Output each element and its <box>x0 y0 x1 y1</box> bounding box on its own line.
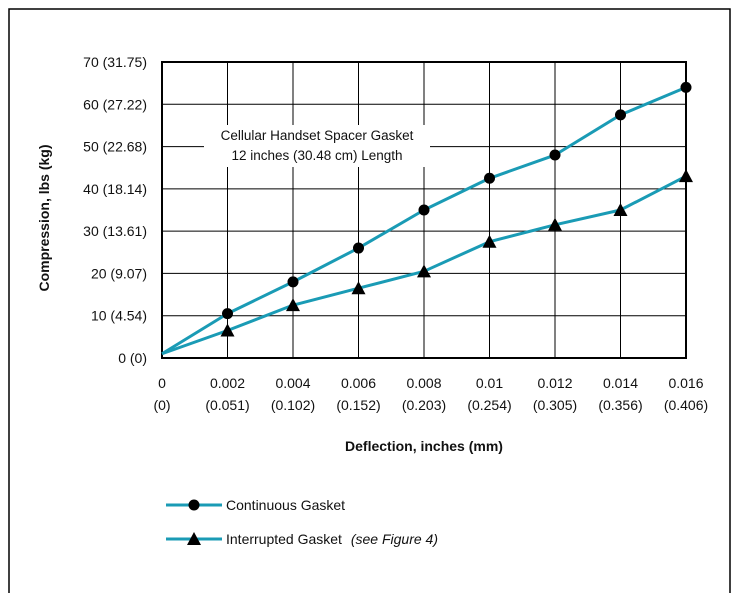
annotation-line-2: 12 inches (30.48 cm) Length <box>231 148 402 163</box>
legend: Continuous Gasket Interrupted Gasket (se… <box>166 497 438 547</box>
plot-area <box>161 61 687 359</box>
triangle-marker-icon <box>187 532 201 545</box>
x-tick-label: 0.002 <box>210 375 245 391</box>
data-point-interrupted <box>351 281 366 295</box>
y-tick-label: 0 (0) <box>118 350 147 366</box>
annotation-line-1: Cellular Handset Spacer Gasket <box>221 128 414 143</box>
x-tick-sublabel: (0.102) <box>271 397 315 413</box>
data-point-interrupted <box>286 298 300 312</box>
y-tick-labels: 0 (0) 10 (4.54) 20 (9.07) 30 (13.61) 40 (18.… <box>83 54 147 366</box>
x-tick-sublabel: (0.254) <box>467 397 511 413</box>
figure-border <box>8 8 731 593</box>
data-point-interrupted <box>220 323 235 337</box>
data-point-interrupted <box>417 264 431 278</box>
annotation-box <box>204 125 430 167</box>
x-axis-label: Deflection, inches (mm) <box>345 438 503 454</box>
x-tick-sublabel: (0.051) <box>205 397 249 413</box>
y-tick-label: 60 (27.22) <box>83 96 147 112</box>
legend-item-continuous: Continuous Gasket <box>166 497 345 513</box>
circle-marker-icon <box>188 499 200 511</box>
x-tick-label: 0.006 <box>341 375 376 391</box>
x-tick-sublabel: (0.203) <box>402 397 446 413</box>
legend-label-interrupted: Interrupted Gasket (see Figure 4) <box>226 531 438 547</box>
y-tick-label: 40 (18.14) <box>83 181 147 197</box>
y-tick-label: 20 (9.07) <box>91 265 147 281</box>
data-point-continuous <box>287 276 299 288</box>
y-tick-label: 30 (13.61) <box>83 223 147 239</box>
data-point-interrupted <box>679 169 693 183</box>
x-tick-labels: 0 (0) 0.002 (0.051) 0.004 (0.102) 0.006 (0.152)… <box>153 375 708 413</box>
data-point-continuous <box>222 308 233 320</box>
x-tick-label: 0.014 <box>603 375 638 391</box>
data-point-continuous <box>484 172 495 184</box>
y-tick-label: 70 (31.75) <box>83 54 147 70</box>
x-tick-label: 0.01 <box>476 375 503 391</box>
data-point-continuous <box>680 81 692 93</box>
data-point-continuous <box>549 149 561 161</box>
legend-label-interrupted-name: Interrupted Gasket <box>226 531 342 547</box>
y-axis-label: Compression, lbs (kg) <box>36 144 52 291</box>
x-tick-sublabel: (0) <box>153 397 170 413</box>
data-point-interrupted <box>482 234 497 248</box>
data-point-continuous <box>418 204 430 216</box>
x-tick-sublabel: (0.406) <box>664 397 708 413</box>
x-tick-label: 0.008 <box>406 375 441 391</box>
data-point-continuous <box>615 109 626 121</box>
legend-label-continuous: Continuous Gasket <box>226 497 345 513</box>
x-tick-sublabel: (0.152) <box>336 397 380 413</box>
data-point-interrupted <box>613 203 628 216</box>
x-tick-label: 0.012 <box>537 375 572 391</box>
data-point-continuous <box>353 242 364 254</box>
y-tick-label: 10 (4.54) <box>91 308 147 324</box>
x-tick-label: 0.016 <box>668 375 703 391</box>
x-tick-sublabel: (0.305) <box>533 397 577 413</box>
series-layer <box>161 81 693 356</box>
legend-item-interrupted: Interrupted Gasket (see Figure 4) <box>166 531 438 547</box>
legend-label-interrupted-note: (see Figure 4) <box>351 531 438 547</box>
x-tick-sublabel: (0.356) <box>598 397 642 413</box>
data-point-interrupted <box>548 217 562 231</box>
x-tick-label: 0 <box>158 375 166 391</box>
y-tick-label: 50 (22.68) <box>83 139 147 155</box>
x-tick-label: 0.004 <box>275 375 310 391</box>
